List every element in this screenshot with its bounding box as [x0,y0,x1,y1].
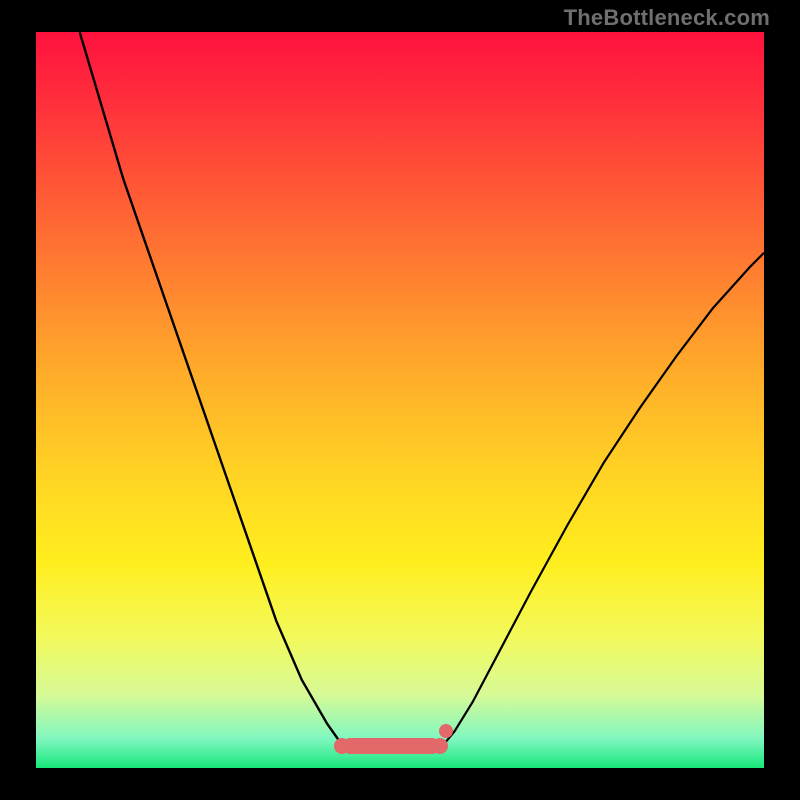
plot-area [36,32,764,768]
baseline-bridge-left-cap [334,738,350,754]
baseline-bridge-right-cap [432,738,448,754]
baseline-extra-dot [439,724,453,738]
watermark-text: TheBottleneck.com [564,5,770,31]
plot-inner [36,32,764,768]
right-curve-line [36,32,764,768]
baseline-bridge [342,738,440,754]
outer-frame: TheBottleneck.com [0,0,800,800]
